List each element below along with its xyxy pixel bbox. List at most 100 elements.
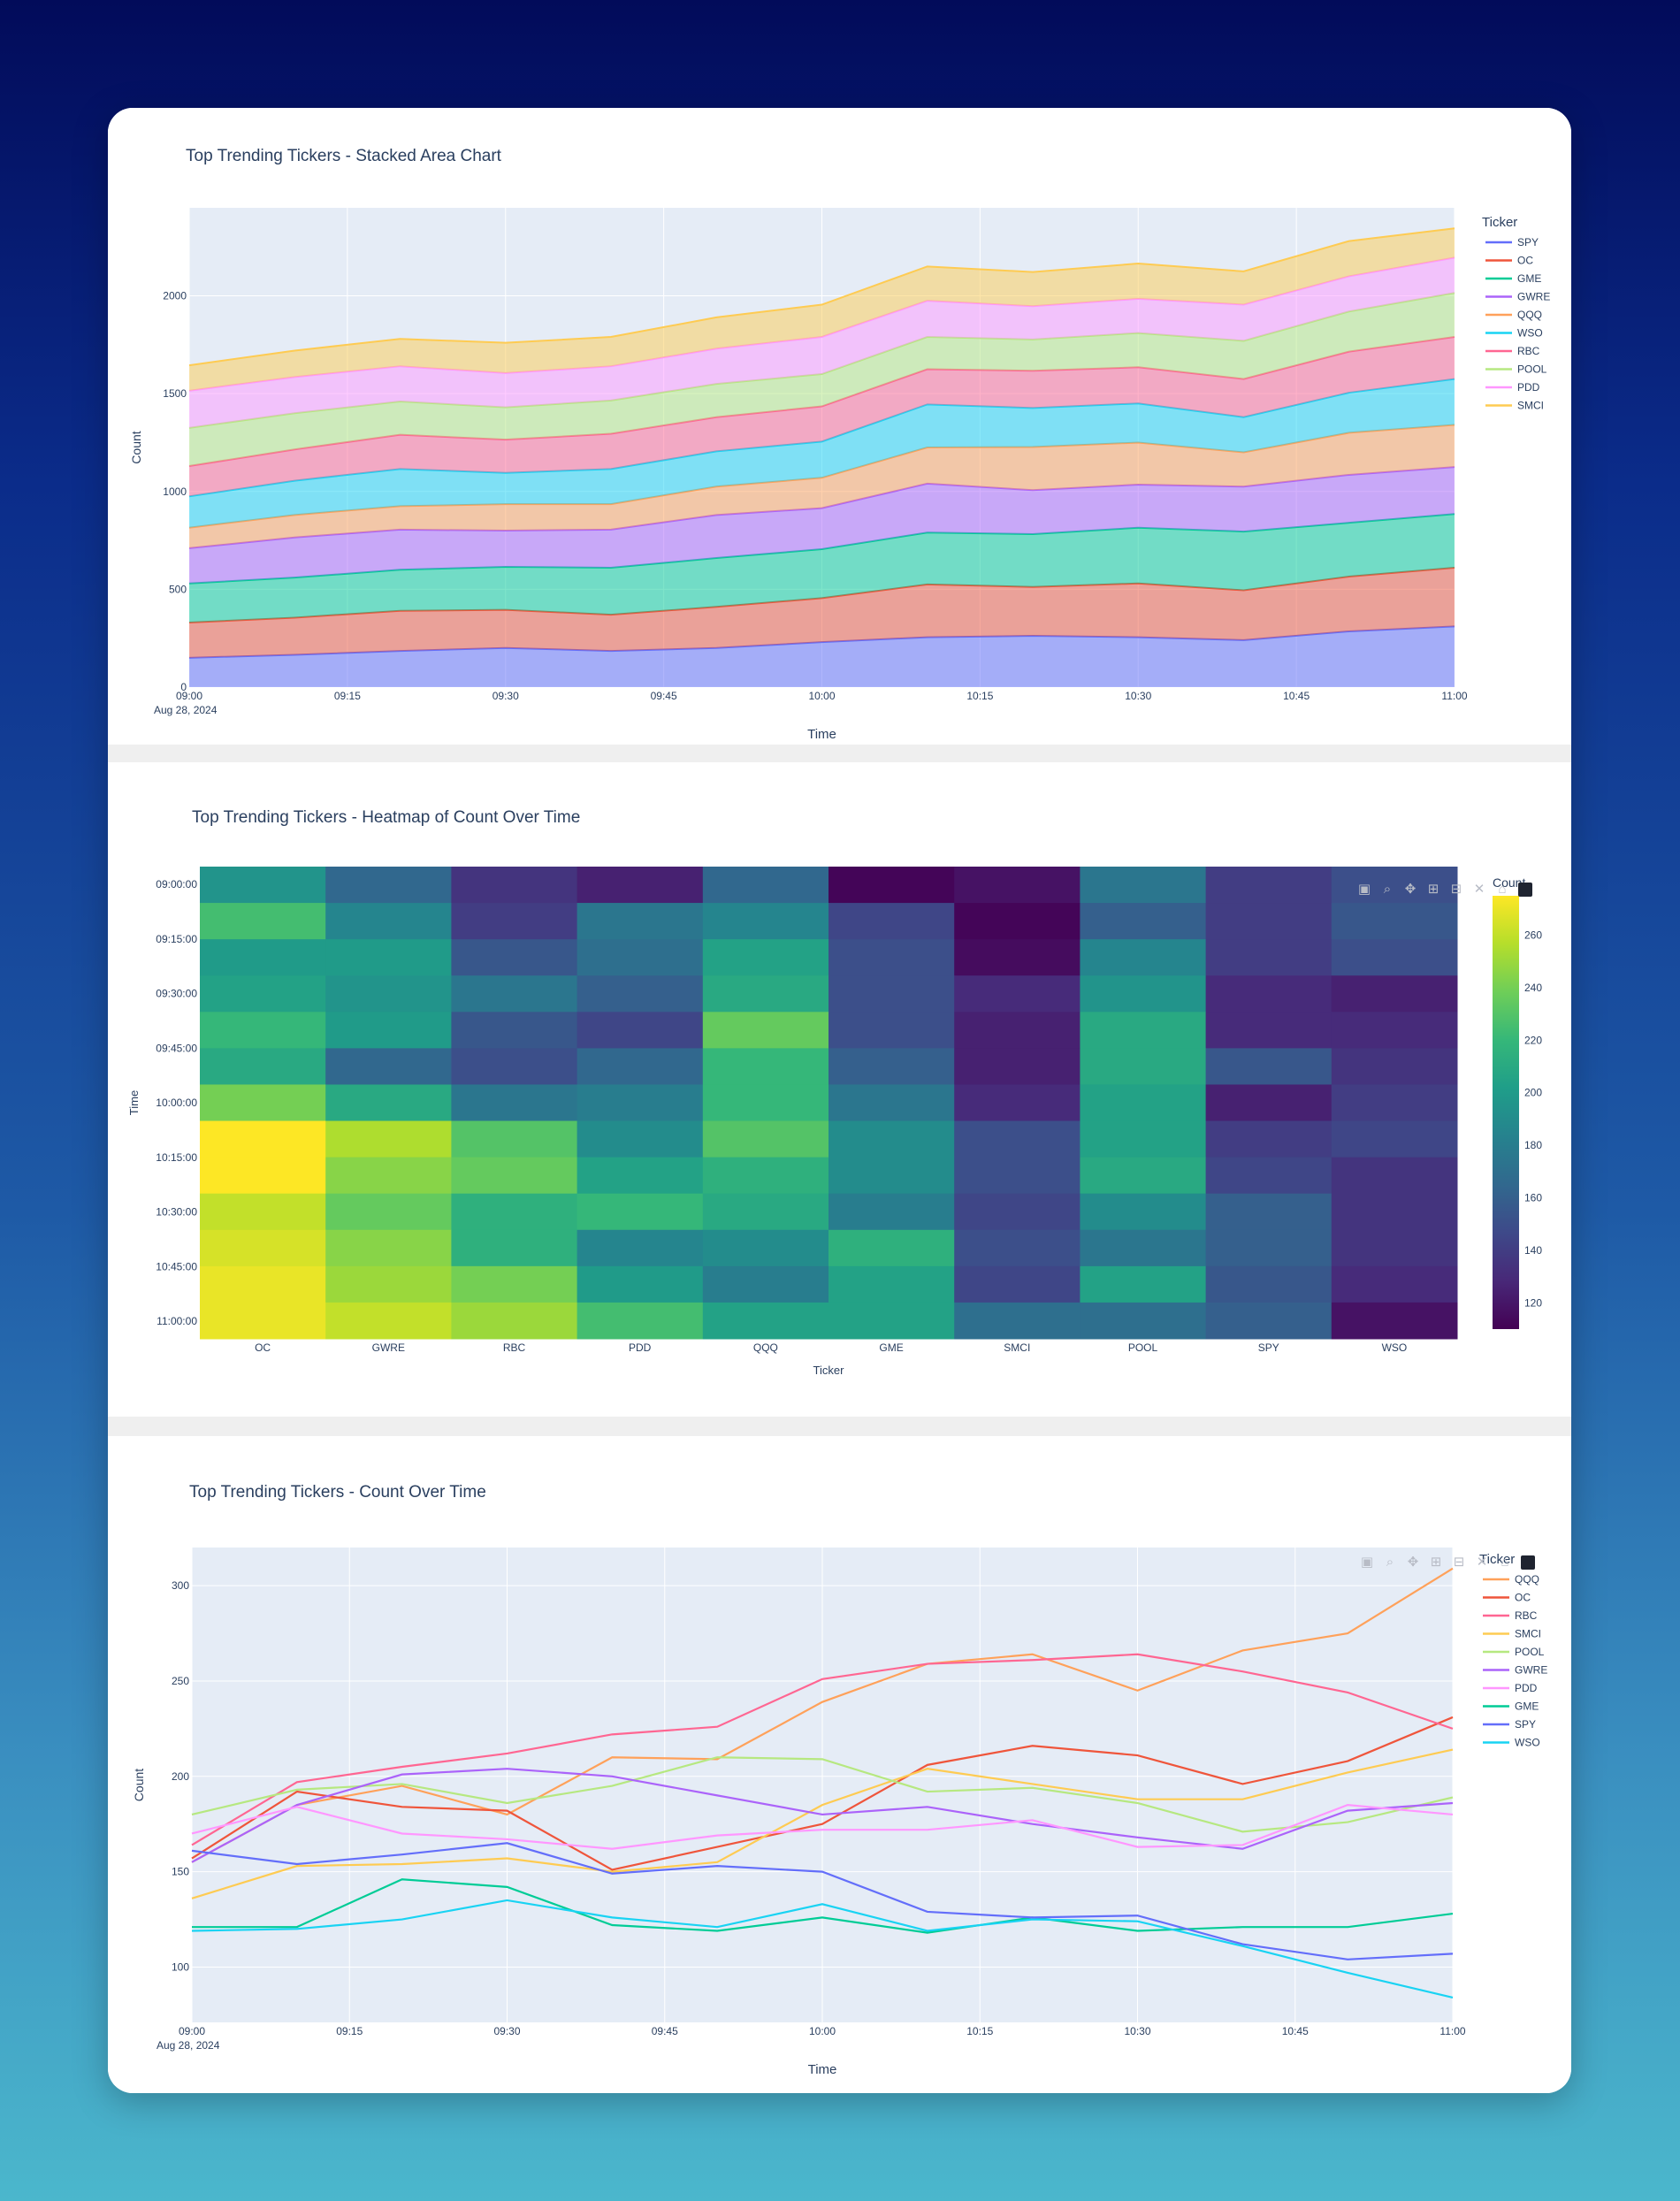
legend-label: POOL	[1515, 1646, 1545, 1658]
plotly-logo-icon[interactable]	[1521, 1555, 1535, 1570]
y-tick-label: 09:15:00	[156, 933, 197, 945]
y-axis-title: Time	[127, 1090, 141, 1115]
y-tick-label: 09:30:00	[156, 988, 197, 1000]
legend-item-rbc[interactable]: RBC	[1485, 345, 1540, 357]
x-tick-label: 09:45	[652, 2025, 678, 2037]
heatmap-cell	[1205, 1120, 1333, 1158]
legend-label: GME	[1515, 1700, 1539, 1713]
legend-label: OC	[1517, 255, 1533, 267]
home-icon[interactable]: ⌂	[1498, 882, 1507, 897]
heatmap-chart[interactable]: Top Trending Tickers - Heatmap of Count …	[108, 762, 1571, 1417]
heatmap-cell	[702, 1084, 829, 1122]
colorbar-tick-label: 120	[1524, 1296, 1542, 1309]
legend-item-qqq[interactable]: QQQ	[1485, 309, 1542, 321]
x-tick-label: RBC	[503, 1341, 526, 1354]
heatmap-cell	[200, 903, 326, 940]
heatmap-cell	[1080, 939, 1207, 976]
x-tick-label: 09:45	[651, 690, 677, 702]
legend-item-pool[interactable]: POOL	[1483, 1646, 1545, 1658]
autoscale-icon[interactable]: ✕	[1473, 882, 1485, 897]
zoom-icon[interactable]: ⌕	[1386, 1555, 1394, 1570]
heatmap-cell	[954, 1302, 1081, 1340]
heatmap-cell	[577, 903, 704, 940]
legend-item-rbc[interactable]: RBC	[1483, 1609, 1538, 1622]
legend-item-wso[interactable]: WSO	[1483, 1737, 1540, 1749]
legend-item-wso[interactable]: WSO	[1485, 327, 1543, 340]
heatmap-cell	[954, 1193, 1081, 1231]
colorbar-tick-label: 200	[1524, 1087, 1542, 1099]
camera-icon[interactable]: ▣	[1360, 1555, 1374, 1570]
legend-item-gme[interactable]: GME	[1485, 272, 1541, 285]
legend-item-pdd[interactable]: PDD	[1485, 381, 1540, 394]
heatmap-cell	[829, 1048, 955, 1085]
legend-label: SMCI	[1517, 400, 1544, 412]
home-icon[interactable]: ⌂	[1501, 1555, 1509, 1570]
heatmap-cell	[577, 939, 704, 976]
legend-title: Ticker	[1482, 215, 1517, 230]
zoom-in-icon[interactable]: ⊞	[1427, 882, 1439, 897]
x-tick-label: WSO	[1382, 1341, 1408, 1354]
zoom-out-icon[interactable]: ⊟	[1453, 1555, 1465, 1570]
legend-item-qqq[interactable]: QQQ	[1483, 1573, 1539, 1586]
heatmap-cell	[1205, 1084, 1333, 1122]
legend-item-pdd[interactable]: PDD	[1483, 1682, 1538, 1694]
pan-icon[interactable]: ✥	[1407, 1555, 1419, 1570]
heatmap-cell	[829, 1302, 955, 1340]
y-tick-label: 250	[172, 1675, 189, 1687]
legend-item-spy[interactable]: SPY	[1485, 236, 1539, 248]
area-oc	[189, 568, 1455, 658]
stacked-area-panel: Top Trending Tickers - Stacked Area Char…	[108, 108, 1571, 745]
x-tick-label: 11:00	[1441, 690, 1467, 702]
heatmap-cell	[200, 1229, 326, 1267]
legend-label: PDD	[1517, 381, 1540, 394]
heatmap-panel: Top Trending Tickers - Heatmap of Count …	[108, 762, 1571, 1525]
x-tick-label: 09:30	[493, 690, 519, 702]
legend-label: RBC	[1517, 345, 1540, 357]
legend-item-smci[interactable]: SMCI	[1483, 1628, 1541, 1640]
legend-item-spy[interactable]: SPY	[1483, 1718, 1536, 1731]
stacked-area-chart[interactable]: Top Trending Tickers - Stacked Area Char…	[108, 108, 1571, 745]
legend-item-smci[interactable]: SMCI	[1485, 400, 1544, 412]
heatmap-cell	[1331, 1120, 1458, 1158]
y-tick-label: 200	[172, 1770, 189, 1783]
pan-icon[interactable]: ✥	[1404, 882, 1417, 897]
heatmap-cell	[954, 1048, 1081, 1085]
heatmap-cell	[200, 1012, 326, 1049]
heatmap-cell	[1205, 867, 1333, 904]
x-date-label: Aug 28, 2024	[154, 704, 218, 716]
zoom-in-icon[interactable]: ⊞	[1430, 1555, 1442, 1570]
heatmap-cell	[829, 939, 955, 976]
zoom-out-icon[interactable]: ⊟	[1450, 882, 1462, 897]
plotly-logo-icon[interactable]	[1518, 883, 1532, 897]
legend-item-oc[interactable]: OC	[1485, 255, 1533, 267]
heatmap-cell	[200, 1265, 326, 1303]
autoscale-icon[interactable]: ✕	[1476, 1555, 1488, 1570]
heatmap-cell	[577, 1084, 704, 1122]
heatmap-cell	[325, 867, 452, 904]
legend-item-pool[interactable]: POOL	[1485, 363, 1547, 376]
heatmap-cell	[954, 1157, 1081, 1195]
line-chart[interactable]: Top Trending Tickers - Count Over Time 09…	[108, 1439, 1571, 2093]
x-tick-label: SPY	[1258, 1341, 1279, 1354]
legend-item-oc[interactable]: OC	[1483, 1592, 1531, 1604]
legend-item-gme[interactable]: GME	[1483, 1700, 1539, 1713]
legend-item-gwre[interactable]: GWRE	[1483, 1664, 1547, 1677]
x-tick-label: GME	[879, 1341, 903, 1354]
heatmap-cell	[1205, 1048, 1333, 1085]
legend-item-gwre[interactable]: GWRE	[1485, 291, 1550, 303]
heatmap-cell	[1080, 1120, 1207, 1158]
heatmap-cell	[200, 939, 326, 976]
heatmap-cell	[1080, 903, 1207, 940]
heatmap-cell	[702, 975, 829, 1013]
camera-icon[interactable]: ▣	[1357, 882, 1371, 897]
x-tick-label: 09:15	[336, 2025, 363, 2037]
heatmap-cell	[577, 1012, 704, 1049]
heatmap-cell	[702, 1048, 829, 1085]
heatmap-cell	[451, 903, 578, 940]
heatmap-cell	[1205, 1265, 1333, 1303]
heatmap-cell	[1080, 1193, 1207, 1231]
heatmap-cell	[702, 1120, 829, 1158]
x-tick-label: 10:15	[966, 2025, 993, 2037]
heatmap-cell	[1331, 1084, 1458, 1122]
zoom-icon[interactable]: ⌕	[1383, 882, 1392, 897]
